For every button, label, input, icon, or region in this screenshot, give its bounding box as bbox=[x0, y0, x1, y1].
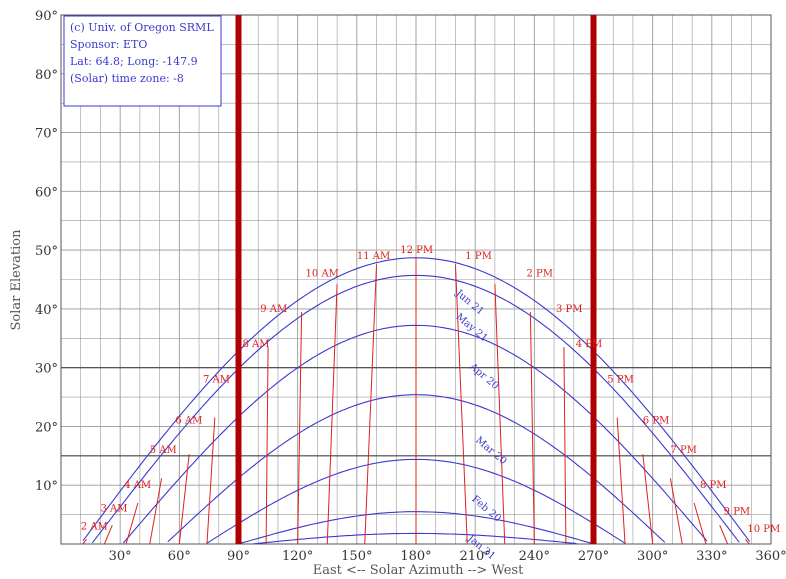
hour-line bbox=[206, 417, 216, 545]
hour-label: 4 PM bbox=[576, 339, 603, 350]
y-tick-label: 90° bbox=[35, 9, 58, 24]
hour-line bbox=[265, 347, 269, 545]
y-axis-label: Solar Elevation bbox=[9, 229, 24, 331]
hour-line bbox=[744, 538, 750, 545]
axis-ticks: 30° 60° 90° 120° 150° 180° 210° 240° 270° 300° 330… bbox=[35, 9, 786, 564]
hour-label: 6 PM bbox=[643, 416, 670, 427]
hour-line bbox=[529, 311, 535, 545]
hour-line bbox=[297, 311, 303, 545]
x-tick-label: 90° bbox=[227, 549, 250, 564]
info-line: Lat: 64.8; Long: -147.9 bbox=[70, 55, 198, 68]
info-box-border bbox=[63, 15, 222, 107]
hour-line bbox=[364, 264, 378, 545]
hour-label: 1 PM bbox=[465, 251, 492, 262]
hour-line bbox=[719, 524, 729, 545]
hour-line bbox=[326, 284, 338, 545]
hour-line bbox=[454, 264, 468, 545]
date-curve-label: Mar 20 bbox=[473, 435, 508, 467]
hour-label: 11 AM bbox=[357, 251, 390, 262]
hour-label: 3 AM bbox=[100, 504, 127, 515]
info-line: (Solar) time zone: -8 bbox=[70, 72, 184, 85]
hour-label: 8 AM bbox=[242, 339, 269, 350]
date-curve bbox=[253, 532, 577, 545]
hour-line bbox=[494, 284, 506, 545]
y-tick-label: 30° bbox=[35, 362, 58, 377]
x-tick-label: 60° bbox=[168, 549, 191, 564]
y-tick-label: 70° bbox=[35, 127, 58, 142]
x-tick-label: 240° bbox=[519, 549, 550, 564]
date-curve bbox=[122, 324, 708, 544]
hour-label: 3 PM bbox=[556, 304, 583, 315]
y-tick-label: 10° bbox=[35, 479, 58, 494]
info-box: (c) Univ. of Oregon SRML Sponsor: ETO La… bbox=[63, 15, 222, 107]
hour-label: 7 AM bbox=[203, 374, 230, 385]
hour-line bbox=[693, 502, 707, 545]
x-tick-label: 180° bbox=[400, 549, 431, 564]
x-axis-label: East <-- Solar Azimuth --> West bbox=[313, 563, 524, 578]
hour-line bbox=[178, 454, 190, 545]
hour-label: 2 PM bbox=[526, 269, 553, 280]
hour-line bbox=[563, 347, 567, 545]
x-tick-label: 270° bbox=[578, 549, 609, 564]
azimuth-markers bbox=[235, 15, 597, 544]
hour-label: 6 AM bbox=[175, 416, 202, 427]
info-line: (c) Univ. of Oregon SRML bbox=[70, 21, 214, 34]
hour-label: 12 PM bbox=[400, 245, 433, 256]
hour-lines bbox=[82, 257, 750, 545]
hour-label: 10 PM bbox=[747, 524, 780, 535]
y-tick-label: 80° bbox=[35, 68, 58, 83]
x-tick-label: 300° bbox=[637, 549, 668, 564]
x-tick-label: 30° bbox=[109, 549, 132, 564]
date-curve-label: Feb 20 bbox=[469, 494, 503, 525]
hour-label: 8 PM bbox=[700, 480, 727, 491]
info-line: Sponsor: ETO bbox=[70, 38, 147, 51]
hour-line bbox=[125, 502, 139, 545]
x-tick-label: 210° bbox=[460, 549, 491, 564]
hour-label: 5 AM bbox=[150, 445, 177, 456]
y-tick-label: 40° bbox=[35, 303, 58, 318]
hour-label: 9 AM bbox=[260, 304, 287, 315]
hour-line bbox=[82, 538, 88, 545]
hour-line bbox=[149, 478, 163, 545]
x-tick-label: 330° bbox=[696, 549, 727, 564]
hour-line bbox=[669, 478, 683, 545]
x-tick-label: 120° bbox=[282, 549, 313, 564]
y-tick-label: 20° bbox=[35, 420, 58, 435]
date-curve-label: Apr 20 bbox=[467, 361, 501, 392]
x-tick-label: 150° bbox=[341, 549, 372, 564]
hour-label: 9 PM bbox=[724, 507, 751, 518]
y-tick-label: 50° bbox=[35, 244, 58, 259]
hour-label: 2 AM bbox=[81, 521, 108, 532]
hour-label: 10 AM bbox=[306, 269, 339, 280]
hour-line bbox=[642, 454, 654, 545]
hour-label: 7 PM bbox=[670, 445, 697, 456]
hour-line bbox=[616, 417, 626, 545]
hour-label: 4 AM bbox=[124, 480, 151, 491]
hour-label: 5 PM bbox=[607, 374, 634, 385]
hour-line bbox=[103, 524, 113, 545]
y-tick-label: 60° bbox=[35, 185, 58, 200]
x-tick-label: 360° bbox=[755, 549, 786, 564]
